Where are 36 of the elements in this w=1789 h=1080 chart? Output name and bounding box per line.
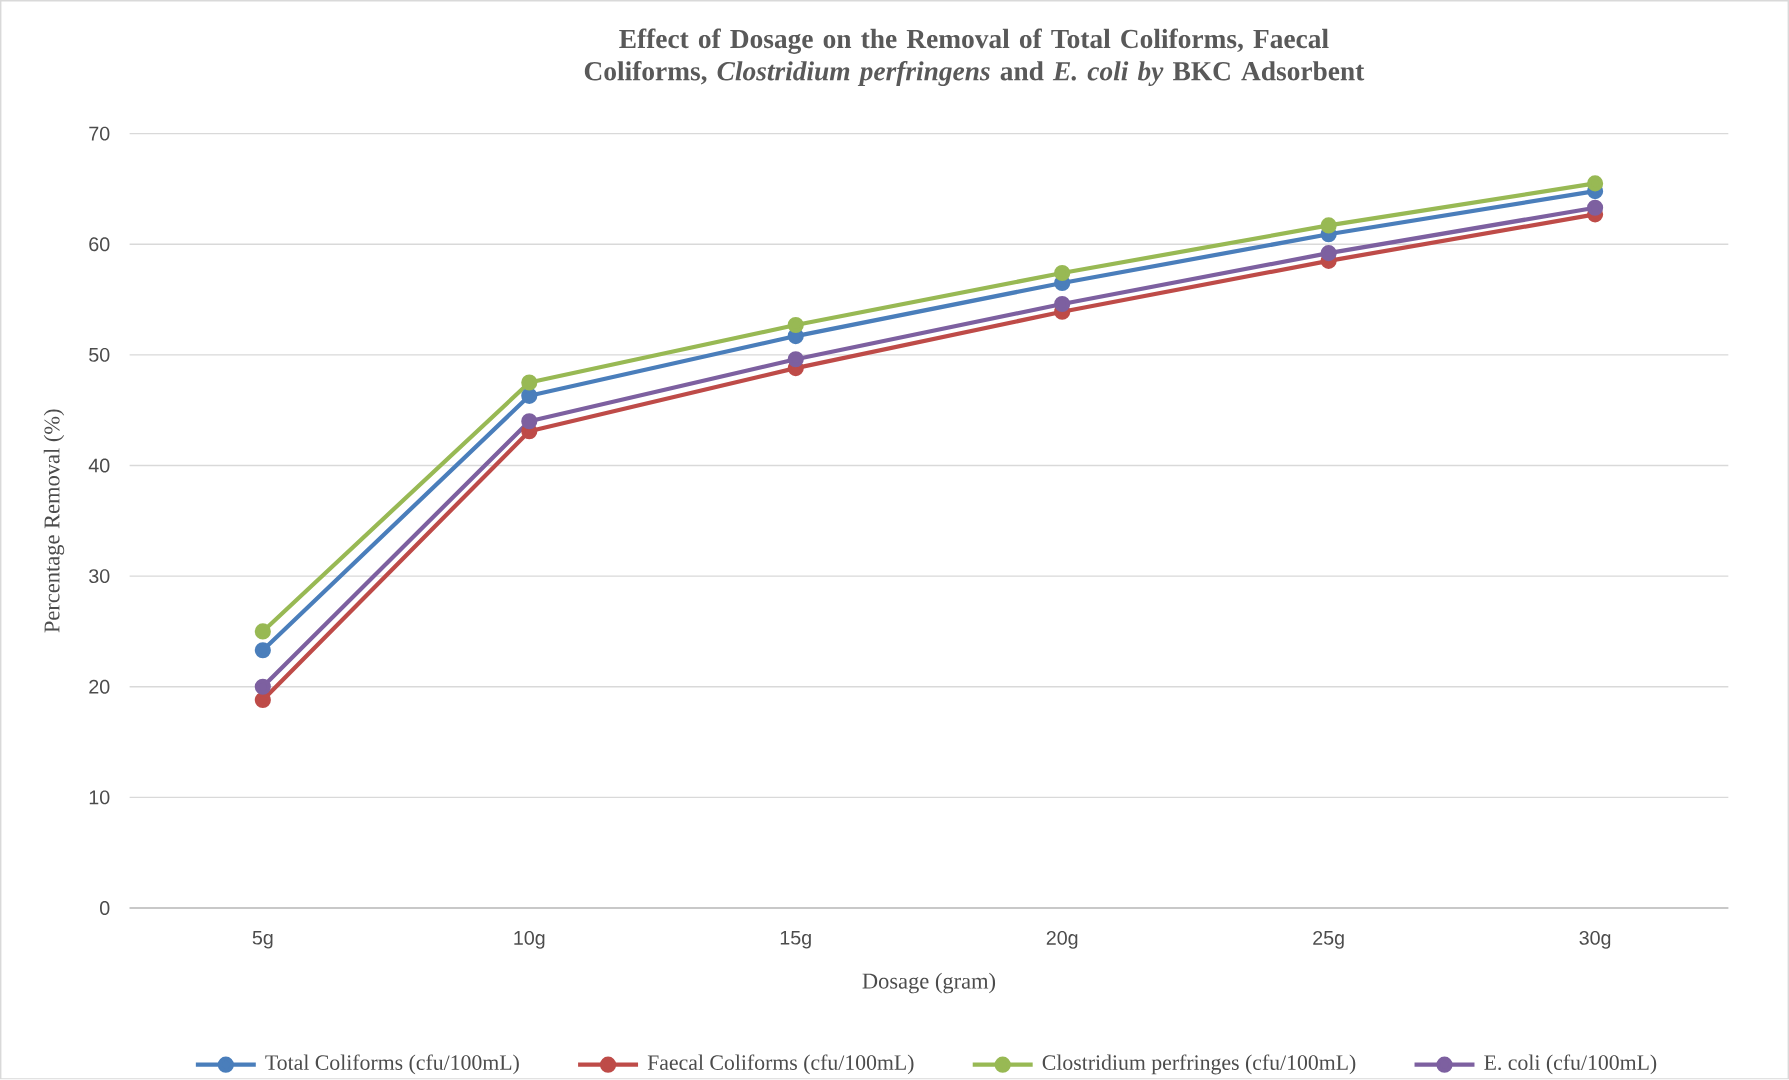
point (254, 642, 271, 659)
point (1054, 296, 1071, 313)
x-tick-label: 10g (514, 931, 545, 949)
point (1054, 265, 1071, 282)
x-tick-label: 15g (780, 931, 811, 949)
y-tick-label: 0 (100, 901, 110, 916)
point (1320, 217, 1337, 234)
legend-label: Clostridium perfringes (cfu/100mL) (1042, 1054, 1356, 1075)
point (254, 623, 271, 640)
point (1587, 199, 1604, 217)
point (254, 692, 271, 709)
legend-label: Total Coliforms (cfu/100mL) (265, 1054, 519, 1075)
point (787, 351, 804, 368)
legend-label: Faecal Coliforms (cfu/100mL) (647, 1054, 914, 1075)
point (521, 387, 538, 405)
y-tick-label: 70 (89, 126, 110, 141)
point (521, 374, 538, 391)
y-tick-label: 60 (89, 237, 110, 252)
y-axis-title: Percentage Removal (%) (43, 409, 65, 633)
point (1587, 175, 1604, 192)
point (521, 413, 538, 430)
x-tick-label: 5g (252, 931, 273, 949)
y-tick-label: 40 (88, 458, 110, 473)
point (1320, 245, 1337, 262)
y-tick-label: 20 (89, 680, 110, 694)
chart-title: Effect of Dosage on the Removal of Total Coliforms, Faecal Coliforms, Clostridium perfringens and E. coli by BKC Adsorbent (584, 28, 1365, 87)
x-tick-label: 25g (1313, 931, 1344, 949)
y-tick-label: 50 (89, 348, 110, 363)
point (787, 317, 804, 334)
x-axis-title: Dosage (gram) (862, 973, 996, 994)
x-tick-label: 30g (1579, 931, 1611, 949)
point (254, 678, 271, 696)
y-tick-label: 30 (89, 569, 110, 584)
legend-label: E. coli (cfu/100mL) (1484, 1054, 1657, 1075)
x-tick-label: 20g (1046, 931, 1078, 949)
y-tick-label: 10 (89, 790, 110, 805)
